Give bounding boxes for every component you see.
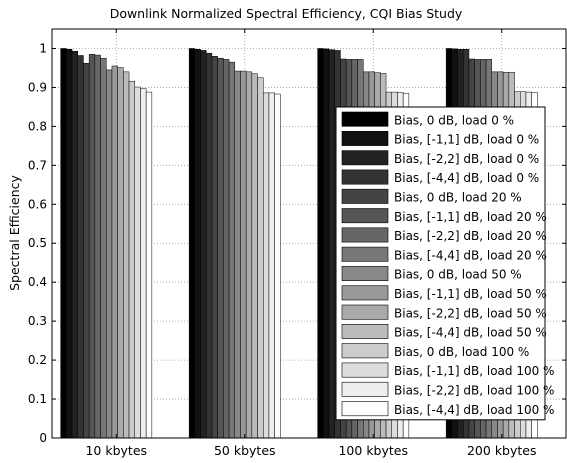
bar-1-9 bbox=[240, 70, 247, 439]
bar-0-12 bbox=[128, 80, 136, 439]
legend-label: Bias, [-2,2] dB, load 20 % bbox=[394, 229, 547, 243]
x-tick-label: 200 kbytes bbox=[467, 443, 537, 458]
bar-1-6 bbox=[223, 59, 230, 439]
bar-1-15 bbox=[274, 93, 281, 439]
legend-swatch bbox=[341, 285, 389, 301]
bar-1-12 bbox=[257, 77, 264, 439]
legend-label: Bias, [-2,2] dB, load 0 % bbox=[394, 152, 539, 166]
y-tick-label: 0.6 bbox=[28, 197, 47, 211]
bar-0-2 bbox=[71, 50, 79, 439]
x-tick-label: 10 kbytes bbox=[85, 443, 147, 458]
legend-swatch bbox=[341, 150, 389, 166]
legend-swatch bbox=[341, 208, 389, 224]
legend-label: Bias, 0 dB, load 20 % bbox=[394, 191, 522, 205]
bar-0-14 bbox=[140, 88, 147, 439]
bar-0-11 bbox=[123, 71, 130, 439]
legend-swatch bbox=[341, 131, 389, 146]
bar-2-0 bbox=[317, 48, 324, 439]
legend-swatch bbox=[341, 111, 389, 127]
bar-1-10 bbox=[245, 71, 253, 439]
legend: Bias, 0 dB, load 0 % Bias, [-1,1] dB, loa… bbox=[335, 106, 554, 421]
legend-swatch bbox=[341, 323, 389, 339]
y-tick-label: 0.3 bbox=[28, 314, 47, 328]
legend-label: Bias, [-4,4] dB, load 20 % bbox=[394, 248, 547, 262]
y-tick-label: 0.1 bbox=[28, 392, 47, 406]
legend-swatch bbox=[341, 362, 389, 378]
legend-label: Bias, [-4,4] dB, load 50 % bbox=[394, 326, 547, 340]
bar-0-8 bbox=[106, 69, 113, 439]
bar-1-0 bbox=[188, 48, 196, 439]
bar-0-1 bbox=[66, 49, 73, 439]
y-tick-label: 0.4 bbox=[28, 275, 47, 289]
bar-1-13 bbox=[263, 92, 270, 439]
legend-label: Bias, [-1,1] dB, load 20 % bbox=[394, 210, 547, 224]
bar-0-15 bbox=[145, 91, 153, 439]
y-tick-label: 0.5 bbox=[28, 236, 47, 250]
chart-title: Downlink Normalized Spectral Efficiency,… bbox=[110, 6, 463, 21]
bar-0-7 bbox=[100, 57, 107, 439]
legend-swatch bbox=[341, 266, 389, 281]
legend-swatch bbox=[341, 304, 389, 320]
legend-label: Bias, 0 dB, load 50 % bbox=[394, 268, 522, 282]
y-axis-label: Spectral Efficiency bbox=[7, 175, 22, 291]
legend-label: Bias, 0 dB, load 100 % bbox=[394, 345, 529, 359]
bar-0-13 bbox=[134, 86, 141, 439]
legend-swatch bbox=[341, 343, 389, 359]
legend-swatch bbox=[341, 246, 389, 262]
bar-0-5 bbox=[88, 54, 96, 439]
axes-layer: 0 0.1 0.2 0.3 0.4 0.5 0.6 0.7 0.8 0.9 1 10 kbytes 50… bbox=[28, 28, 567, 458]
bar-0-9 bbox=[111, 65, 118, 439]
bar-1-5 bbox=[217, 57, 224, 439]
plot-frame bbox=[51, 28, 567, 439]
bar-0-4 bbox=[83, 63, 90, 439]
legend-label: Bias, [-1,1] dB, load 50 % bbox=[394, 287, 547, 301]
y-tick-label: 0.9 bbox=[28, 80, 47, 94]
y-tick-label: 1 bbox=[39, 41, 47, 55]
bar-1-3 bbox=[206, 52, 213, 439]
legend-label: Bias, [-2,2] dB, load 50 % bbox=[394, 306, 547, 320]
y-tick-label: 0.8 bbox=[28, 119, 47, 133]
legend-swatch bbox=[341, 169, 389, 185]
legend-label: Bias, [-4,4] dB, load 0 % bbox=[394, 171, 539, 185]
bar-0-3 bbox=[77, 55, 84, 439]
bar-2-1 bbox=[323, 48, 330, 439]
legend-label: Bias, 0 dB, load 0 % bbox=[394, 113, 514, 127]
bar-1-8 bbox=[234, 70, 241, 439]
bar-1-1 bbox=[194, 49, 201, 439]
legend-swatch bbox=[341, 381, 389, 397]
y-tick-label: 0.2 bbox=[28, 353, 47, 367]
bar-0-10 bbox=[117, 67, 124, 439]
legend-label: Bias, [-4,4] dB, load 100 % bbox=[394, 403, 554, 417]
bar-0-0 bbox=[60, 48, 67, 439]
bar-1-14 bbox=[268, 92, 275, 439]
legend-swatch bbox=[341, 401, 389, 417]
bar-1-11 bbox=[251, 73, 258, 439]
x-tick-label: 50 kbytes bbox=[214, 443, 276, 458]
x-tick-label: 100 kbytes bbox=[338, 443, 408, 458]
y-tick-label: 0 bbox=[39, 431, 47, 445]
legend-swatch bbox=[341, 227, 389, 243]
bar-1-7 bbox=[228, 61, 236, 439]
y-tick-label: 0.7 bbox=[28, 158, 47, 172]
legend-label: Bias, [-2,2] dB, load 100 % bbox=[394, 384, 554, 398]
legend-label: Bias, [-1,1] dB, load 100 % bbox=[394, 364, 554, 378]
legend-label: Bias, [-1,1] dB, load 0 % bbox=[394, 133, 539, 147]
legend-swatch bbox=[341, 188, 389, 204]
bar-1-2 bbox=[200, 50, 207, 439]
bar-0-6 bbox=[94, 54, 101, 439]
bar-2-2 bbox=[328, 49, 335, 439]
bar-1-4 bbox=[211, 56, 218, 439]
